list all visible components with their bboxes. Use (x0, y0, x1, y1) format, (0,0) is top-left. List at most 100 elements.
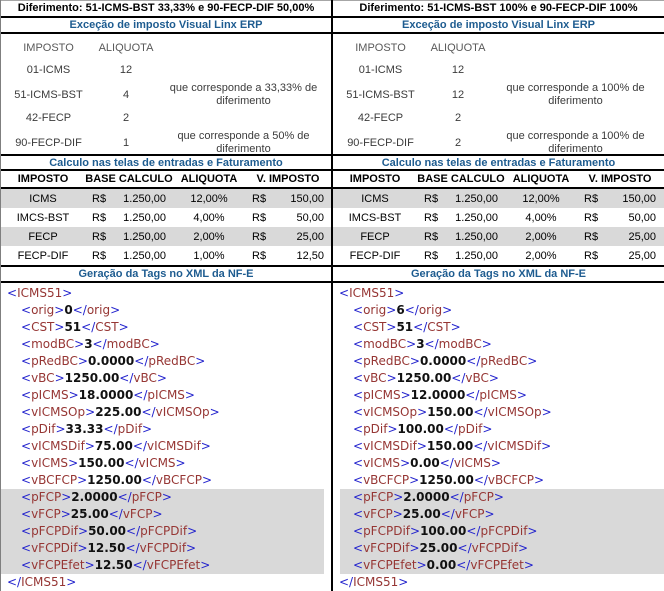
xml-close-bracket: > (77, 354, 88, 368)
xml-closing-open-bracket: </ (424, 337, 439, 351)
xml-closing-open-bracket: </ (443, 422, 458, 436)
xml-tag-name: vFCPEfet (31, 558, 85, 572)
xml-close-bracket: > (481, 337, 492, 351)
xml-open-bracket: < (353, 422, 364, 436)
xml-value: 3 (84, 337, 93, 351)
xml-value: 1250.00 (396, 371, 452, 385)
xml-tag-name: pRedBC (148, 354, 196, 368)
xml-element-line: <vFCPDif>12.50</vFCPDif> (1, 540, 324, 557)
exception-table: IMPOSTO ALIQUOTA 01-ICMS 12 51-ICMS-BST 12 que… (333, 34, 664, 155)
xml-close-bracket: > (387, 422, 398, 436)
scenario-column-right: Diferimento: 51-ICMS-BST 100% e 90-FECP-… (333, 0, 664, 591)
xml-element-line: <CST>51</CST> (333, 319, 664, 336)
xml-value: 0.00 (426, 558, 457, 572)
xml-tag-name: vFCPEfet (146, 558, 201, 572)
xml-close-bracket: > (54, 371, 65, 385)
exception-aliquota-cell: 1 (122, 137, 130, 149)
calc-header-cell: IMPOSTO (349, 173, 401, 185)
xml-closing-open-bracket: </ (134, 354, 149, 368)
xml-tag-name: pDif (31, 422, 56, 436)
xml-closing-open-bracket: </ (117, 490, 132, 504)
xml-open-bracket: < (353, 371, 364, 385)
xml-tag-name: pFCP (31, 490, 62, 504)
xml-close-bracket: > (416, 439, 427, 453)
currency-symbol: R$ (92, 230, 107, 243)
xml-tag-name: pRedBC (480, 354, 528, 368)
xml-open-bracket: < (353, 320, 364, 334)
xml-element-line: <pFCPDif>100.00</pFCPDif> (340, 523, 664, 540)
currency-symbol: R$ (92, 192, 107, 205)
exception-aliquota-cell: 2 (454, 137, 462, 149)
calc-header-cell: V. IMPOSTO (256, 173, 320, 185)
xml-element-line: <modBC>3</modBC> (333, 336, 664, 353)
xml-value: 2.0000 (71, 490, 118, 504)
xml-element-line: <vICMS>0.00</vICMS> (333, 455, 664, 472)
xml-tag-name: vICMS (453, 456, 491, 470)
xml-closing-open-bracket: </ (141, 473, 156, 487)
xml-closing-open-bracket: </ (103, 422, 118, 436)
xml-tag-name: pDif (117, 422, 143, 436)
calc-base-value: 1.250,00 (123, 211, 166, 224)
calc-valor-value: 25,00 (628, 230, 656, 243)
xml-element-line: <vICMSOp>150.00</vICMSOp> (333, 404, 664, 421)
xml-tag-name: pRedBC (363, 354, 410, 368)
xml-element-line: <pDif>33.33</pDif> (1, 421, 331, 438)
exception-note: que corresponde a 100% de diferimento (506, 130, 645, 155)
calc-aliquota-cell: 2,00% (525, 249, 557, 262)
calc-table: IMPOSTO BASE CALCULO ALIQUOTA V. IMPOSTO ICM… (1, 171, 331, 267)
xml-open-bracket: < (21, 422, 32, 436)
xml-tag-name: pFCPDif (363, 524, 410, 538)
currency-symbol: R$ (424, 249, 439, 262)
xml-value: 25.00 (70, 507, 109, 521)
xml-value: 150.00 (426, 439, 474, 453)
xml-tag-name: modBC (106, 337, 150, 351)
xml-open-bracket: < (21, 473, 32, 487)
xml-close-bracket: > (516, 388, 527, 402)
xml-open-bracket: < (21, 558, 32, 572)
xml-tag-name: vFCPEfet (363, 558, 417, 572)
xml-close-bracket: > (187, 524, 198, 538)
xml-tag-name: CST (427, 320, 451, 334)
xml-tag-name: pFCPDif (480, 524, 528, 538)
xml-tag-name: CST (31, 320, 55, 334)
calc-valor-cell: R$ 12,50 (245, 250, 331, 262)
currency-symbol: R$ (92, 249, 107, 262)
xml-close-bracket: > (152, 507, 163, 521)
calc-base-cell: R$ 1.250,00 (417, 231, 505, 243)
xml-closing-open-bracket: </ (457, 541, 472, 555)
exception-aliquota-cell: 2 (454, 112, 462, 124)
xml-value: 150.00 (427, 405, 474, 419)
xml-close-bracket: > (54, 320, 65, 334)
xml-tag-name: pFCP (131, 490, 162, 504)
calc-header-row: IMPOSTO BASE CALCULO ALIQUOTA V. IMPOSTO (333, 171, 664, 189)
xml-root-open-line: <ICMS51> (333, 285, 664, 302)
xml-close-bracket: > (394, 286, 405, 300)
xml-element-line: <CST>51</CST> (1, 319, 331, 336)
xml-value: 0.0000 (87, 354, 135, 368)
scenario-column-left: Diferimento: 51-ICMS-BST 33,33% e 90-FEC… (0, 0, 333, 591)
calc-valor-value: 25,00 (296, 230, 324, 243)
exception-aliquota-cell: 12 (451, 89, 465, 101)
scenario-title: Diferimento: 51-ICMS-BST 33,33% e 90-FEC… (1, 0, 331, 18)
calc-row: FECP R$ 1.250,00 2,00% R$ 25,00 (1, 227, 331, 246)
exception-row: 01-ICMS 12 (1, 58, 331, 82)
xml-closing-open-bracket: </ (108, 507, 123, 521)
calc-valor-cell: R$ 25,00 (245, 231, 331, 243)
xml-close-bracket: > (523, 558, 534, 572)
xml-element-line: <orig>6</orig> (333, 302, 664, 319)
calc-row: ICMS R$ 1.250,00 12,00% R$ 150,00 (1, 189, 331, 208)
xml-closing-open-bracket: </ (339, 575, 354, 589)
xml-closing-open-bracket: </ (119, 371, 134, 385)
xml-close-bracket: > (68, 388, 79, 402)
xml-closing-open-bracket: </ (473, 473, 488, 487)
exception-imposto-cell: 51-ICMS-BST (14, 89, 83, 101)
xml-closing-open-bracket: </ (449, 490, 464, 504)
xml-close-bracket: > (386, 371, 397, 385)
exception-section-title: Exceção de imposto Visual Linx ERP (1, 18, 331, 34)
xml-element-line: <vFCP>25.00</vFCP> (340, 506, 664, 523)
xml-open-bracket: < (353, 388, 364, 402)
xml-close-bracket: > (410, 524, 421, 538)
xml-closing-open-bracket: </ (132, 439, 147, 453)
xml-open-bracket: < (21, 405, 32, 419)
calc-aliquota-cell: 2,00% (525, 230, 557, 243)
